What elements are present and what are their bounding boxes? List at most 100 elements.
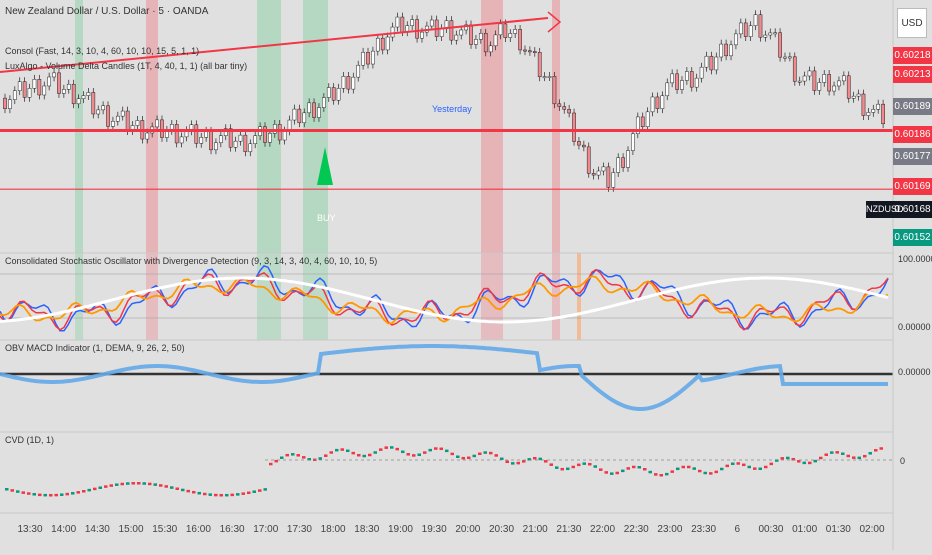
time-tick: 6 <box>734 524 741 535</box>
cvd-mark <box>181 488 185 492</box>
candle-body <box>660 95 665 109</box>
cvd-mark <box>148 482 152 486</box>
candle-body <box>420 31 424 39</box>
candle-body <box>253 135 258 145</box>
cvd-mark <box>527 458 531 461</box>
cvd-mark <box>467 456 471 460</box>
cvd-mark <box>252 490 256 493</box>
cvd-mark <box>544 460 548 463</box>
candle-body <box>42 85 47 96</box>
cvd-mark <box>604 471 608 474</box>
obv-line <box>0 344 888 411</box>
cvd-mark <box>654 473 658 476</box>
cvd-mark <box>65 492 69 496</box>
candle-body <box>689 71 694 88</box>
cvd-mark <box>846 454 850 458</box>
candle-body <box>621 157 625 168</box>
candle-body <box>336 88 341 101</box>
candle-body <box>528 50 532 53</box>
cvd-mark <box>621 469 625 473</box>
candle-body <box>449 20 454 41</box>
cvd-mark <box>841 452 845 456</box>
candle-body <box>846 75 851 99</box>
candle-body <box>415 19 419 39</box>
cvd-mark <box>780 457 784 460</box>
candle-body <box>3 97 7 109</box>
candle-body <box>155 119 159 128</box>
candle-body <box>101 105 105 111</box>
candle-body <box>47 76 51 87</box>
cvd-mark <box>830 451 834 454</box>
price-label: 0.60186 <box>893 126 932 143</box>
cvd-mark <box>615 471 619 475</box>
candle-body <box>738 22 743 35</box>
cvd-mark <box>258 489 262 492</box>
candle-body <box>96 109 101 115</box>
cvd-mark <box>71 492 75 495</box>
cvd-mark <box>54 493 58 497</box>
cvd-mark <box>192 490 196 494</box>
time-tick: 01:30 <box>825 524 851 535</box>
candle-body <box>76 98 81 105</box>
cvd-mark <box>104 485 108 488</box>
currency-button[interactable]: USD <box>897 8 927 38</box>
cvd-mark <box>346 449 350 453</box>
obv-title[interactable]: OBV MACD Indicator (1, DEMA, 9, 26, 2, 5… <box>5 343 185 353</box>
candle-body <box>469 24 473 45</box>
cvd-mark <box>868 452 872 455</box>
candle-body <box>837 80 841 87</box>
candle-body <box>292 108 297 121</box>
cvd-mark <box>505 460 509 464</box>
candle-body <box>699 66 704 79</box>
candle-body <box>223 128 228 136</box>
cvd-mark <box>302 456 306 459</box>
time-tick: 20:00 <box>455 524 481 535</box>
cvd-mark <box>747 465 751 469</box>
candle-body <box>763 34 768 38</box>
candle-body <box>302 112 307 124</box>
candle-body <box>582 144 586 148</box>
candle-body <box>312 102 316 118</box>
time-tick: 17:30 <box>286 524 312 535</box>
cvd-mark <box>120 482 124 486</box>
candle-body <box>8 99 12 109</box>
candle-body <box>851 95 856 99</box>
candle-body <box>395 16 400 28</box>
candle-body <box>783 56 787 59</box>
candle-body <box>145 132 150 140</box>
cvd-title[interactable]: CVD (1D, 1) <box>5 435 55 445</box>
candle-body <box>238 134 243 142</box>
candle-body <box>832 85 836 92</box>
time-tick: 00:30 <box>758 524 784 535</box>
trendline-arrow <box>547 11 562 33</box>
candle-body <box>871 109 876 113</box>
indicator-legend-1[interactable]: Consol (Fast, 14, 3, 10, 4, 60, 10, 10, … <box>5 46 200 56</box>
cvd-mark <box>610 472 614 475</box>
candle-body <box>611 172 616 188</box>
price-label: 0.60189 <box>893 98 932 115</box>
cvd-mark <box>599 468 603 471</box>
cvd-mark <box>335 448 339 452</box>
cvd-mark <box>401 450 405 454</box>
candle-body <box>106 105 110 127</box>
stoch-white-line <box>0 276 889 324</box>
candle-body <box>724 43 728 57</box>
candle-body <box>665 82 670 97</box>
candle-body <box>179 136 184 144</box>
indicator-legend-2[interactable]: LuxAlgo - Volume Delta Candles (1T, 4, 4… <box>5 61 248 71</box>
symbol-title[interactable]: New Zealand Dollar / U.S. Dollar · 5 · O… <box>5 6 209 17</box>
candle-body <box>680 80 684 90</box>
candle-body <box>282 130 287 141</box>
cvd-mark <box>269 462 273 466</box>
candle-body <box>454 34 459 41</box>
cvd-mark <box>214 493 218 497</box>
cvd-mark <box>720 467 724 471</box>
cvd-mark <box>879 447 883 450</box>
stoch-title[interactable]: Consolidated Stochastic Oscillator with … <box>5 256 378 266</box>
candle-body <box>655 96 660 109</box>
candle-body <box>866 112 871 116</box>
cvd-mark <box>577 463 581 467</box>
trendline <box>0 17 549 73</box>
candle-body <box>645 111 650 127</box>
